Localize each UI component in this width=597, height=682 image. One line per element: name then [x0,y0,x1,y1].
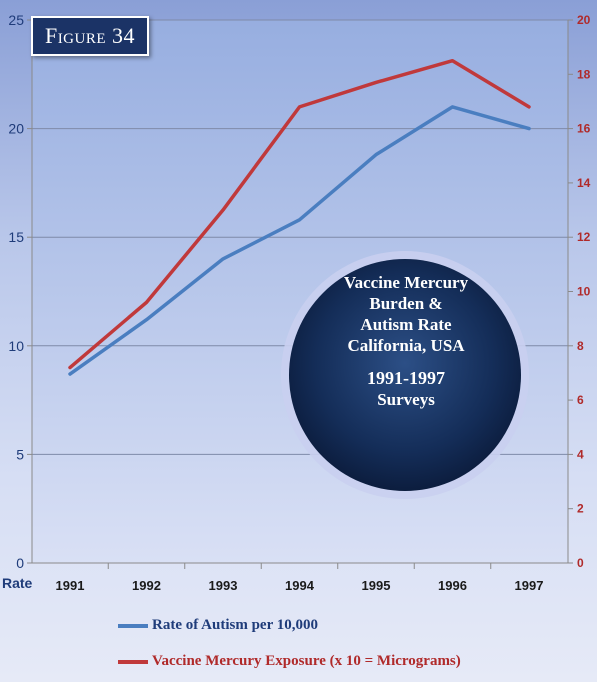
annotation-circle [289,259,521,491]
y-tick-label: 25 [8,12,24,28]
figure-badge: Figure 34 [31,16,149,56]
legend-item-mercury: Vaccine Mercury Exposure (x 10 = Microgr… [118,653,461,670]
legend-swatch [118,623,148,628]
legend-swatch [118,659,148,664]
x-tick-label: 1994 [285,578,315,593]
x-tick-label: 1996 [438,578,467,593]
annotation-text: Vaccine Mercury Burden & Autism Rate Cal… [290,272,522,410]
annotation-line: Burden & [369,294,443,313]
y2-tick-label: 6 [577,393,584,407]
y2-tick-label: 4 [577,447,584,461]
legend-label: Vaccine Mercury Exposure (x 10 = Microgr… [152,653,461,669]
legend-label: Rate of Autism per 10,000 [152,617,318,633]
y2-tick-label: 20 [577,13,591,27]
y2-tick-label: 14 [577,176,591,190]
right-y-axis: 0 2 4 6 8 10 12 14 16 18 20 [568,13,591,570]
annotation-surveys: Surveys [377,390,435,409]
y2-tick-label: 10 [577,285,591,299]
x-axis: 1991 1992 1993 1994 1995 1996 1997 [56,563,544,593]
y2-tick-label: 8 [577,339,584,353]
x-tick-label: 1993 [209,578,238,593]
y2-tick-label: 12 [577,230,591,244]
x-tick-label: 1991 [56,578,85,593]
y-tick-label: 5 [16,446,24,462]
left-y-axis: 0 5 10 15 20 25 Rate [2,12,33,591]
y-tick-label: 15 [8,229,24,245]
y-tick-label: 20 [8,121,24,137]
annotation-line: Autism Rate [360,315,452,334]
y-axis-label: Rate [2,575,33,591]
y-tick-label: 0 [16,555,24,571]
y2-tick-label: 16 [577,122,591,136]
y-tick-label: 10 [8,338,24,354]
x-tick-label: 1995 [362,578,391,593]
annotation-years: 1991-1997 [367,368,445,388]
series-line [68,105,531,376]
x-tick-label: 1992 [132,578,161,593]
figure-label: Figure 34 [44,23,136,48]
y2-tick-label: 18 [577,67,591,81]
series-lines [68,58,531,376]
series-line [68,58,531,370]
y2-tick-label: 2 [577,502,584,516]
annotation-line: California, USA [347,336,465,355]
annotation-line: Vaccine Mercury [343,273,469,292]
legend-item-autism: Rate of Autism per 10,000 [118,617,318,634]
x-tick-label: 1997 [515,578,544,593]
y2-tick-label: 0 [577,556,584,570]
